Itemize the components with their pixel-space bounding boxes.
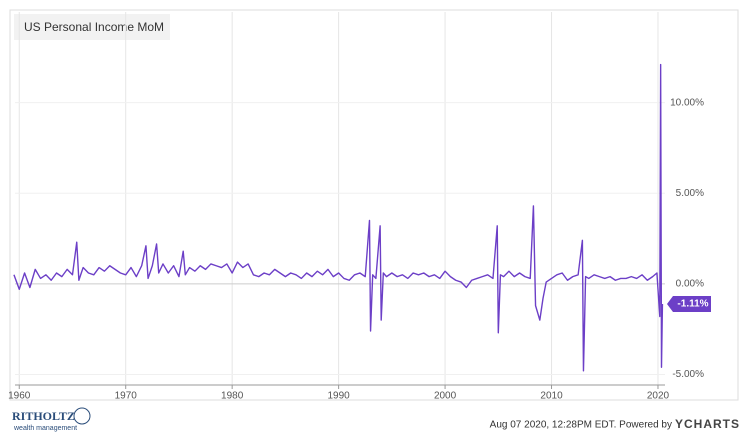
- y-tick-label: 5.00%: [676, 188, 704, 199]
- brand: YCHARTS: [675, 417, 740, 431]
- y-tick-label: 10.00%: [670, 97, 704, 108]
- x-tick-label: 1990: [327, 391, 350, 402]
- logo-icon: [73, 407, 91, 425]
- title-box: [14, 14, 170, 40]
- y-tick-label: 0.00%: [676, 279, 704, 290]
- x-tick-label: 1980: [221, 391, 244, 402]
- value-label-box: [667, 295, 711, 312]
- logo: RITHOLTZ: [12, 409, 75, 423]
- x-tick-label: 2020: [647, 391, 670, 402]
- x-tick-label: 1970: [115, 391, 138, 402]
- x-tick-label: 2010: [540, 391, 563, 402]
- line: [13, 63, 664, 372]
- value-label: -1.11%: [677, 299, 708, 310]
- x-tick-label: 1960: [8, 391, 31, 402]
- x-tick-label: 2000: [434, 391, 457, 402]
- logo-sub: wealth management: [13, 425, 77, 432]
- chart-title: US Personal Income MoM: [24, 20, 164, 34]
- y-tick-label: -5.00%: [672, 369, 704, 380]
- chart-frame: [9, 9, 739, 401]
- source: Aug 07 2020, 12:28PM EDT. Powered by: [490, 420, 672, 431]
